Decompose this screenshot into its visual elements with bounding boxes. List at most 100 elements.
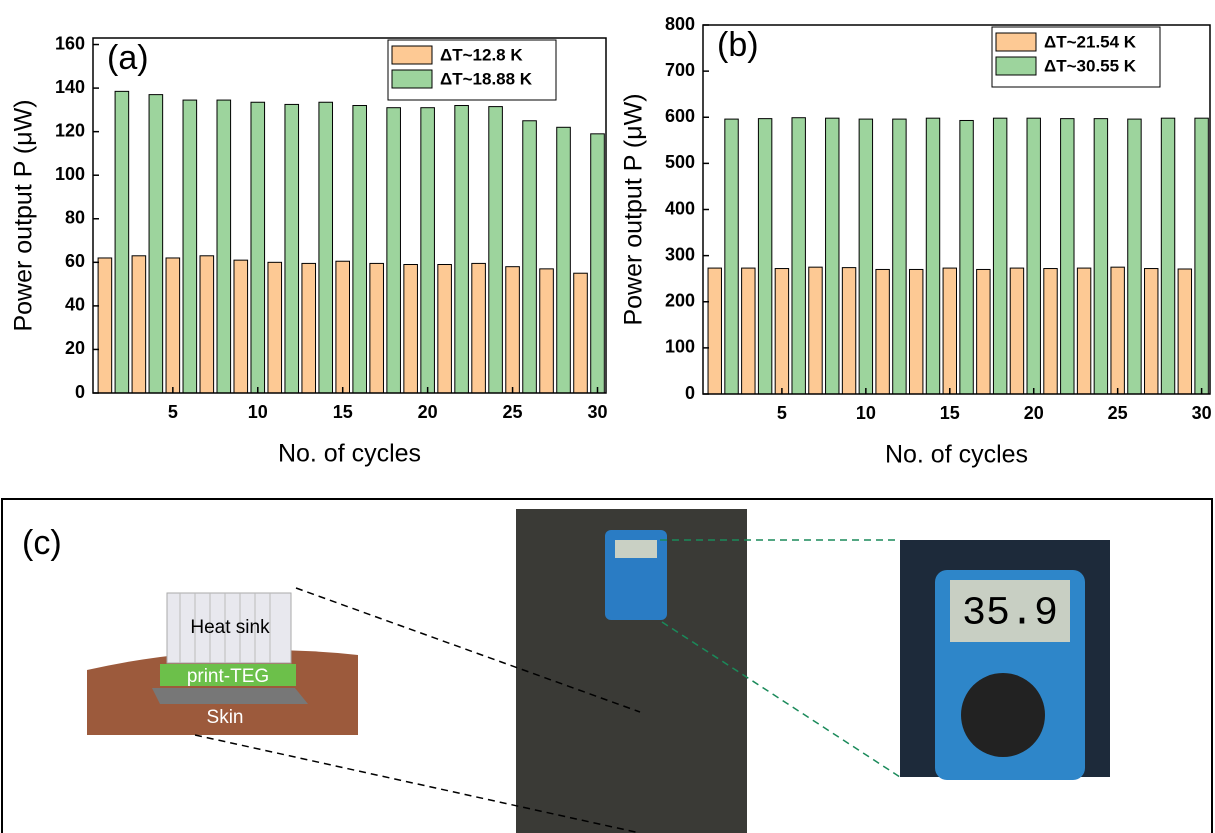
bar	[131, 255, 147, 394]
bar	[925, 117, 941, 395]
y-tick-label: 0	[75, 382, 85, 402]
bar	[539, 268, 554, 394]
bar	[841, 267, 857, 395]
y-tick-label: 80	[65, 208, 85, 228]
bar	[97, 257, 113, 394]
connector-lines	[194, 539, 901, 833]
y-tick-label: 300	[665, 244, 695, 264]
bar	[488, 106, 503, 394]
y-tick-label: 0	[685, 383, 695, 403]
bar	[284, 103, 300, 394]
bar	[992, 117, 1008, 395]
legend-label: ΔT~12.8 K	[440, 45, 523, 64]
legend-frame	[991, 26, 1161, 88]
bar	[1160, 117, 1176, 395]
bar	[1144, 268, 1159, 395]
bar	[774, 268, 790, 395]
x-tick-label: 20	[1024, 403, 1044, 423]
bar	[182, 99, 198, 394]
dial	[961, 673, 1045, 757]
bar	[437, 264, 452, 394]
fins	[179, 593, 271, 663]
bar	[791, 117, 806, 395]
bar	[908, 268, 924, 395]
bar	[318, 101, 334, 394]
display-reading: 35.9	[962, 592, 1058, 637]
x-tick-label: 30	[587, 402, 607, 422]
bar	[233, 259, 249, 394]
x-tick-label: 15	[940, 403, 960, 423]
bar	[1127, 118, 1142, 395]
bar	[267, 261, 283, 394]
bar	[590, 133, 605, 394]
bar	[1043, 268, 1058, 395]
teg-label: print-TEG	[187, 666, 269, 687]
plot-frame	[92, 37, 607, 394]
y-tick-label: 140	[55, 77, 85, 97]
bar	[386, 107, 401, 394]
y-axis-label: Power output P (μW)	[10, 99, 38, 331]
legend-label: ΔT~30.55 K	[1044, 56, 1137, 75]
bar	[420, 107, 435, 394]
bar	[573, 272, 588, 394]
bar	[1093, 118, 1109, 395]
bar	[352, 105, 367, 394]
bar	[707, 267, 722, 395]
x-axis-label: No. of cycles	[278, 440, 421, 468]
bar	[1026, 117, 1041, 395]
bar	[165, 257, 181, 394]
bar	[808, 266, 823, 395]
panel-label: (c)	[22, 524, 62, 562]
bar	[369, 262, 384, 394]
x-tick-label: 5	[777, 403, 787, 423]
bar	[1076, 267, 1092, 395]
teg-shape	[160, 664, 296, 686]
y-tick-label: 100	[665, 337, 695, 357]
bar	[505, 266, 520, 394]
bar	[724, 118, 739, 395]
x-tick-label: 10	[248, 402, 268, 422]
y-tick-label: 40	[65, 295, 85, 315]
bar	[942, 267, 957, 395]
legend-label: ΔT~18.88 K	[440, 69, 533, 88]
x-tick-label: 25	[1108, 403, 1128, 423]
bar	[335, 260, 350, 394]
x-tick-label: 15	[333, 402, 353, 422]
x-tick-label: 30	[1192, 403, 1212, 423]
x-tick-label: 20	[418, 402, 438, 422]
panel-label: (b)	[717, 26, 759, 64]
bar	[114, 90, 130, 394]
bar	[216, 99, 232, 394]
zoom-display	[950, 580, 1070, 642]
bar	[858, 118, 874, 395]
skin-label: Skin	[207, 707, 244, 728]
bar	[825, 117, 840, 395]
bar	[403, 264, 418, 394]
panel-frame	[1, 498, 1213, 833]
y-tick-label: 100	[55, 164, 85, 184]
legend-frame	[387, 39, 557, 101]
bar	[875, 268, 890, 395]
y-tick-label: 700	[665, 60, 695, 80]
x-tick-label: 5	[168, 402, 178, 422]
bar	[976, 268, 991, 395]
y-tick-label: 500	[665, 152, 695, 172]
legend-swatch	[995, 32, 1037, 52]
bar	[892, 118, 907, 395]
legend-swatch	[391, 69, 433, 89]
bar	[522, 120, 537, 394]
base-shape	[152, 688, 308, 704]
bar	[471, 262, 486, 394]
x-axis-label: No. of cycles	[885, 441, 1028, 469]
bar	[1194, 117, 1209, 395]
bar	[556, 126, 571, 394]
bar	[1177, 268, 1193, 395]
bar	[1009, 267, 1025, 395]
y-tick-label: 160	[55, 33, 85, 53]
y-tick-label: 400	[665, 198, 695, 218]
x-tick-label: 25	[503, 402, 523, 422]
bar	[959, 119, 974, 395]
bar	[757, 118, 773, 395]
bar	[1110, 266, 1125, 395]
